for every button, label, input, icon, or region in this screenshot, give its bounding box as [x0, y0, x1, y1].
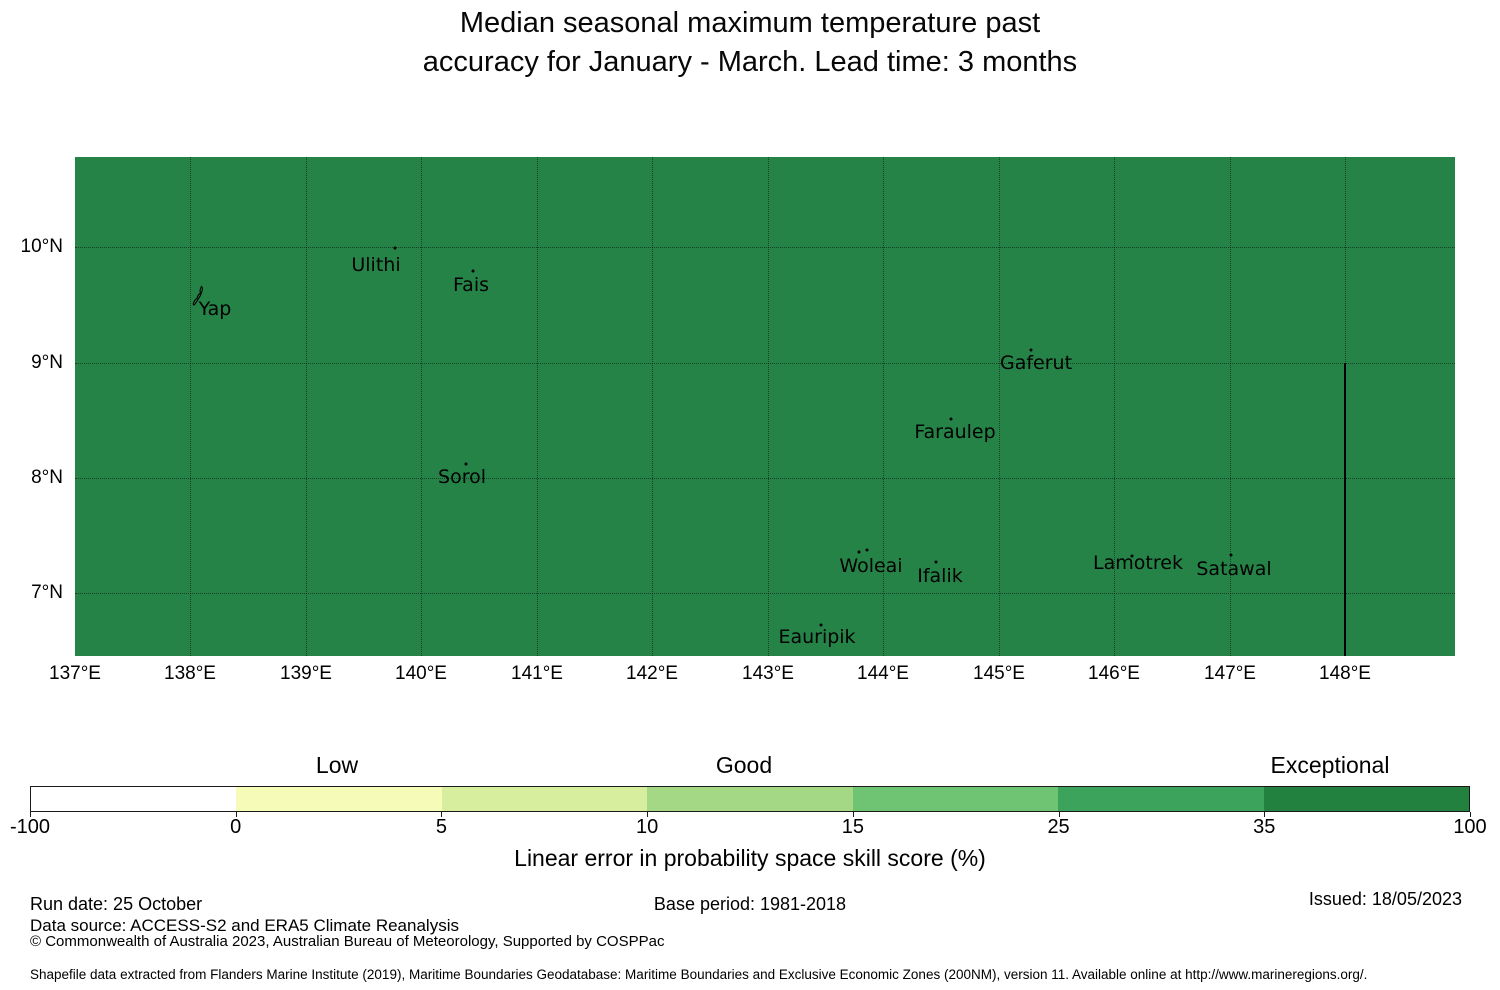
- colorbar-tick-label: 25: [1047, 816, 1070, 838]
- colorbar-tick: [647, 812, 649, 817]
- colorbar-segment: [1058, 787, 1264, 811]
- map-gridline-horizontal: [75, 247, 1455, 248]
- longitude-tick-label: 142°E: [626, 663, 678, 684]
- colorbar-tick-label: 15: [841, 816, 864, 838]
- island-marker-dot: [471, 269, 475, 273]
- map-gridline-horizontal: [75, 363, 1455, 364]
- map-canvas: Yap Ulithi Fais Sorol Gaferut Faraulep Woleai I…: [75, 157, 1455, 656]
- run-date-text: Run date: 25 October: [30, 894, 203, 914]
- island-marker-dot: [1130, 554, 1134, 558]
- island-marker-dot: [1229, 553, 1233, 557]
- latitude-tick-label: 9°N: [31, 352, 63, 373]
- map-gridline-vertical: [537, 157, 538, 656]
- colorbar-tick-label: 100: [1453, 816, 1487, 838]
- island-marker-dot: [857, 550, 861, 554]
- island-marker-dot: [934, 560, 938, 564]
- colorbar-category-label: Exceptional: [1270, 752, 1390, 778]
- colorbar-tick-label: 10: [636, 816, 659, 838]
- map-gridline-horizontal: [75, 478, 1455, 479]
- colorbar: [30, 786, 1470, 812]
- map-gridline-vertical: [1114, 157, 1115, 656]
- island-label-satawal: Satawal: [1196, 558, 1272, 580]
- latitude-tick-label: 10°N: [20, 236, 63, 257]
- map-gridline-vertical: [190, 157, 191, 656]
- colorbar-segment: [441, 787, 648, 811]
- colorbar-category-label: Low: [315, 752, 359, 778]
- longitude-tick-label: 140°E: [395, 663, 447, 684]
- map-gridline-vertical: [1230, 157, 1231, 656]
- colorbar-segment: [1263, 787, 1469, 811]
- longitude-tick-label: 139°E: [280, 663, 332, 684]
- figure-title: Median seasonal maximum temperature past…: [0, 4, 1500, 82]
- issued-date-text: Issued: 18/05/2023: [1308, 889, 1462, 909]
- colorbar-segment: [852, 787, 1059, 811]
- map-gridline-vertical: [652, 157, 653, 656]
- map-gridline-vertical: [768, 157, 769, 656]
- data-source-text: Data source: ACCESS-S2 and ERA5 Climate …: [30, 916, 459, 935]
- map-gridline-horizontal: [75, 593, 1455, 594]
- island-label-eauripik: Eauripik: [778, 626, 856, 648]
- figure-title-line1: Median seasonal maximum temperature past: [459, 7, 1041, 39]
- map-gridline-vertical: [999, 157, 1000, 656]
- island-marker-dot: [949, 417, 953, 421]
- colorbar-tick: [852, 812, 854, 817]
- colorbar-tick-label: 5: [435, 816, 447, 838]
- map-gridline-vertical: [883, 157, 884, 656]
- longitude-tick-label: 145°E: [973, 663, 1025, 684]
- colorbar-category-label: Good: [715, 752, 773, 778]
- longitude-tick-label: 143°E: [742, 663, 794, 684]
- eez-boundary-line: [1344, 363, 1346, 656]
- longitude-tick-label: 147°E: [1204, 663, 1256, 684]
- yap-island-outline: [192, 285, 203, 306]
- latitude-tick-label: 8°N: [31, 467, 63, 488]
- longitude-tick-label: 138°E: [164, 663, 216, 684]
- figure-title-line2: accuracy for January - March. Lead time:…: [422, 46, 1078, 78]
- copyright-text: © Commonwealth of Australia 2023, Austra…: [30, 933, 665, 950]
- longitude-tick-label: 148°E: [1319, 663, 1371, 684]
- colorbar-tick: [1470, 812, 1471, 817]
- island-label-yap: Yap: [198, 298, 232, 320]
- latitude-tick-label: 7°N: [31, 582, 63, 603]
- island-label-lamotrek: Lamotrek: [1093, 552, 1183, 574]
- colorbar-tick-label: 0: [230, 816, 242, 838]
- map-gridline-vertical: [421, 157, 422, 656]
- colorbar-tick: [30, 812, 31, 817]
- colorbar-tick: [1264, 812, 1266, 817]
- island-label-gaferut: Gaferut: [999, 352, 1073, 374]
- island-label-woleai: Woleai: [839, 555, 903, 577]
- map-gridline-vertical: [306, 157, 307, 656]
- colorbar-tick-label: 35: [1253, 816, 1276, 838]
- island-label-ifalik: Ifalik: [917, 565, 963, 587]
- colorbar-segment: [31, 787, 237, 811]
- island-marker-dot: [865, 548, 869, 552]
- island-label-sorol: Sorol: [438, 466, 486, 488]
- shapefile-note-text: Shapefile data extracted from Flanders M…: [30, 967, 1368, 982]
- island-label-fais: Fais: [452, 274, 490, 296]
- island-marker-dot: [393, 246, 397, 250]
- colorbar-tick: [235, 812, 237, 817]
- island-marker-dot: [464, 462, 468, 466]
- colorbar-tick: [1058, 812, 1060, 817]
- colorbar-axis-label: Linear error in probability space skill …: [514, 845, 986, 871]
- island-marker-dot: [1029, 348, 1033, 352]
- colorbar-segment: [236, 787, 442, 811]
- colorbar-tick-label: -100: [9, 816, 51, 838]
- colorbar-segment: [647, 787, 853, 811]
- base-period-text: Base period: 1981-2018: [653, 894, 847, 914]
- island-marker-dot: [819, 623, 823, 627]
- colorbar-tick: [441, 812, 443, 817]
- longitude-tick-label: 141°E: [511, 663, 563, 684]
- longitude-tick-label: 144°E: [857, 663, 909, 684]
- longitude-tick-label: 137°E: [49, 663, 101, 684]
- island-label-ulithi: Ulithi: [351, 254, 401, 276]
- longitude-tick-label: 146°E: [1088, 663, 1140, 684]
- island-label-faraulep: Faraulep: [914, 421, 996, 443]
